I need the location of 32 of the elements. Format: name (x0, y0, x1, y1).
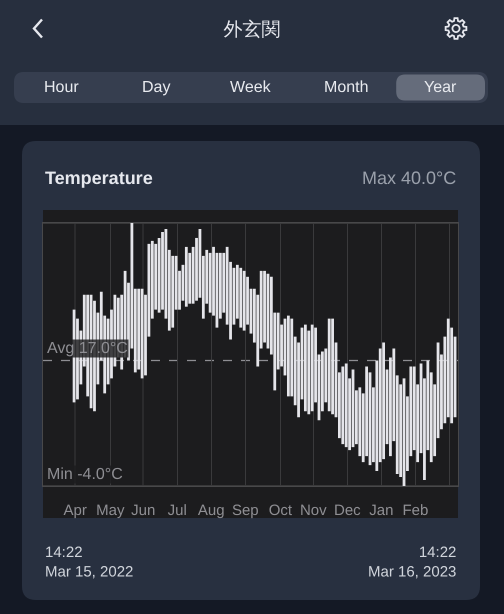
bar (352, 369, 354, 448)
x-tick-label: Apr (64, 502, 87, 520)
ref-line-label: Max 40.0°C (362, 168, 456, 188)
text: Week (230, 79, 272, 96)
text: Month (324, 79, 368, 96)
x-tick-label: Sep (232, 502, 259, 520)
ref-line-label: Min -4.0°C (47, 466, 123, 483)
x-tick-label: May (96, 502, 126, 520)
x-tick-label: Jul (168, 502, 187, 520)
x-tick-label: Nov (300, 502, 328, 520)
bar (286, 316, 290, 396)
text: Day (142, 79, 170, 96)
x-tick-label: Jun (131, 502, 156, 520)
bar (310, 324, 314, 412)
bar (331, 318, 334, 414)
ref-line-label: Avg 17.0°C (47, 340, 128, 357)
x-tick-label: Oct (268, 502, 293, 520)
bar (140, 288, 144, 378)
x-tick-label: Dec (334, 502, 362, 520)
chart-subtitle: Temperature (45, 168, 153, 188)
text: Year (424, 79, 457, 96)
text: Hour (44, 79, 80, 96)
chart-title: 外玄関 (224, 18, 280, 41)
text: 14:22 Mar 16, 2023 (368, 544, 456, 580)
text: 14:22 Mar 15, 2022 (45, 544, 134, 580)
bar (382, 342, 386, 460)
bar (402, 378, 406, 486)
x-tick-label: Jan (369, 502, 394, 520)
bar (328, 318, 331, 412)
bar (304, 324, 307, 412)
x-tick-label: Feb (402, 502, 428, 520)
x-tick-label: Aug (198, 502, 225, 520)
